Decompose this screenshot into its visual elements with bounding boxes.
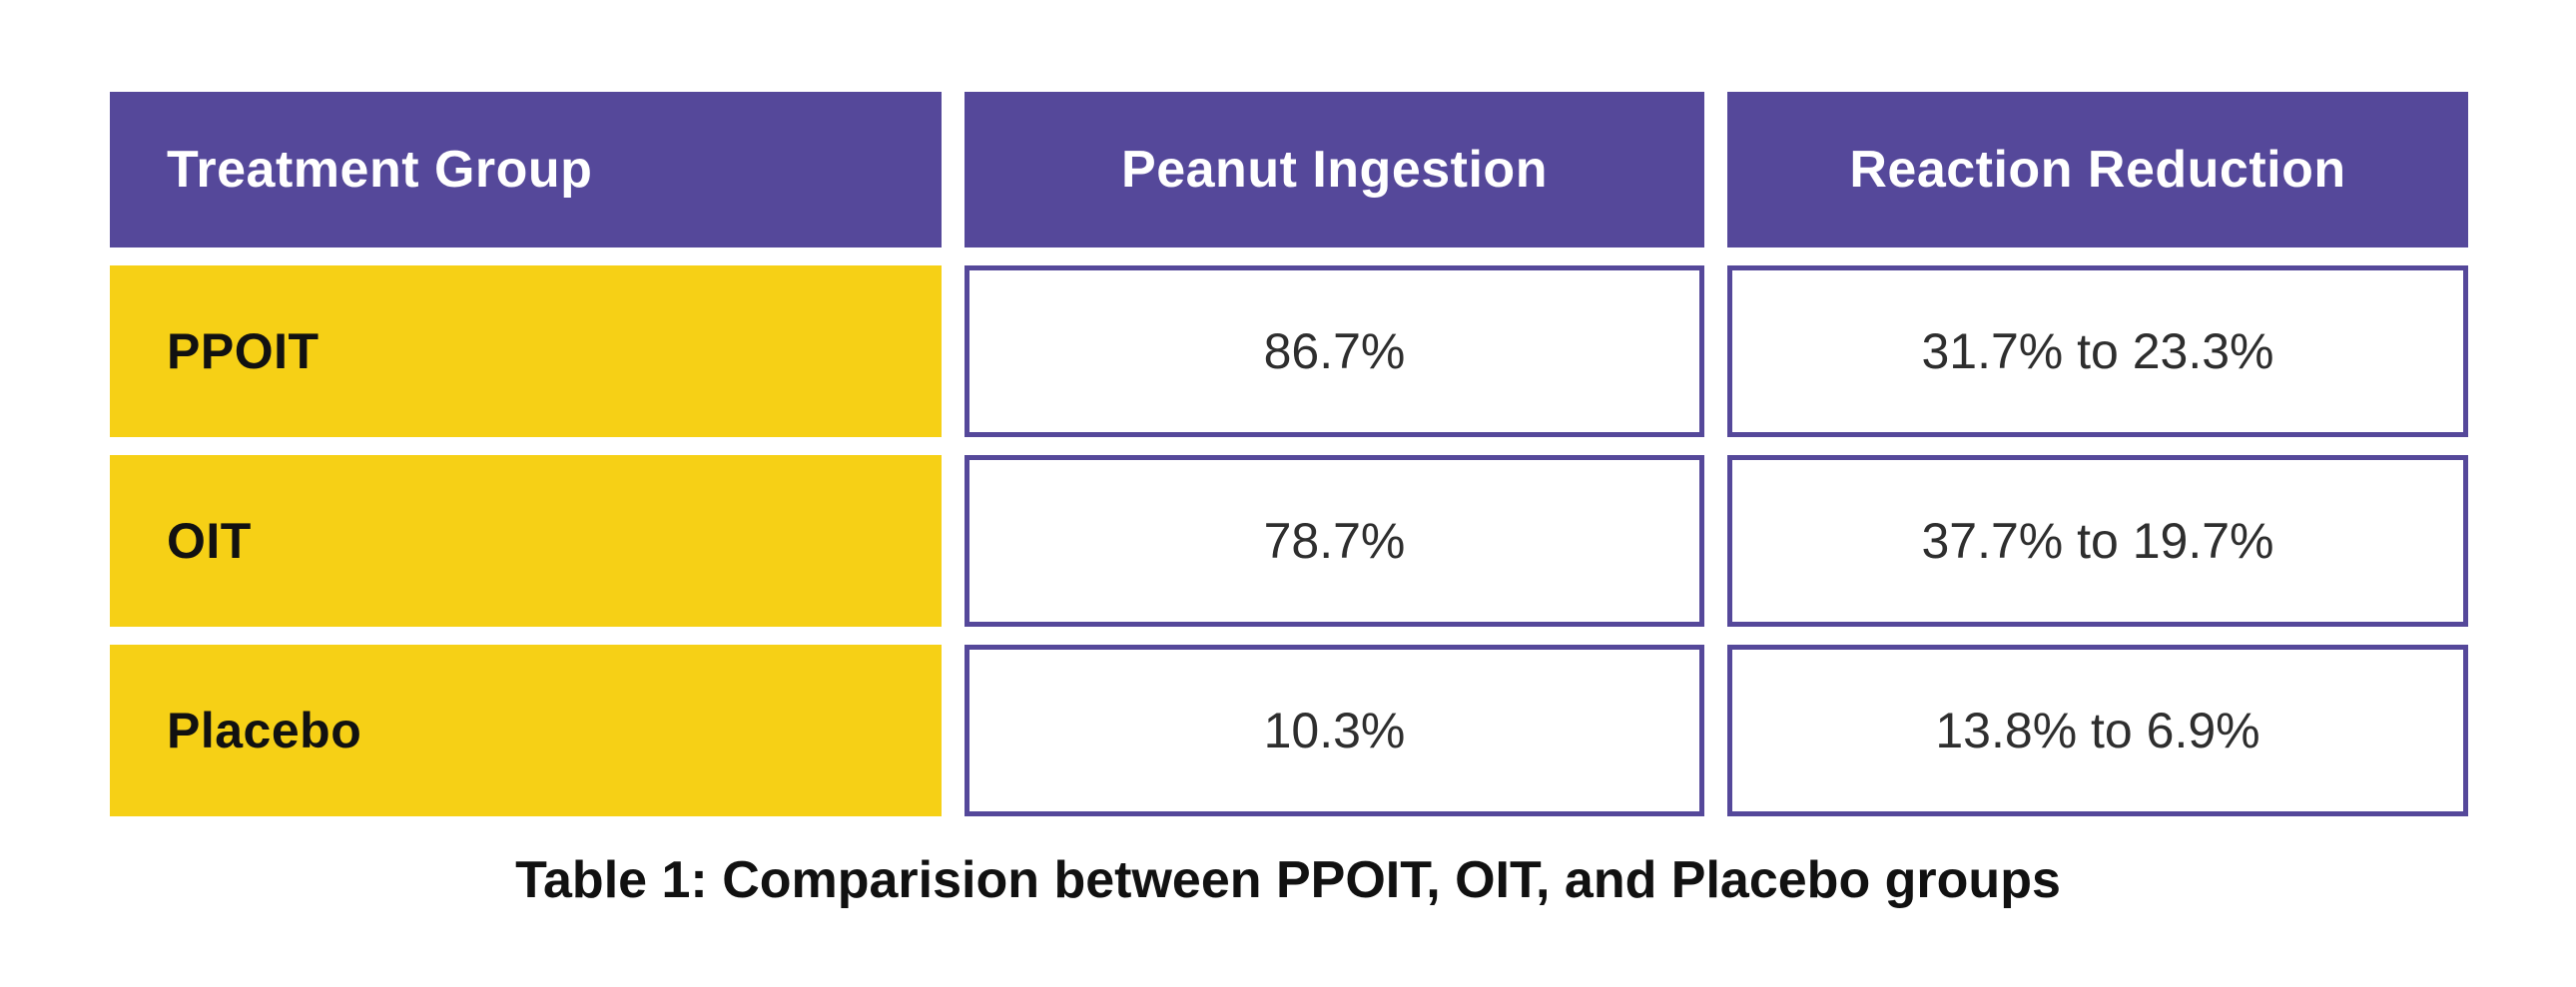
cell-oit-reaction-reduction: 37.7% to 19.7% [1727, 455, 2468, 627]
cell-value: 13.8% to 6.9% [1935, 703, 2260, 758]
cell-value: 31.7% to 23.3% [1921, 323, 2274, 379]
column-header-label: Reaction Reduction [1849, 141, 2346, 199]
row-label-text: Placebo [167, 703, 362, 758]
column-header-peanut-ingestion: Peanut Ingestion [965, 92, 1704, 247]
cell-value: 37.7% to 19.7% [1921, 513, 2274, 569]
cell-value: 86.7% [1263, 323, 1406, 379]
table-caption: Table 1: Comparision between PPOIT, OIT,… [515, 851, 2061, 909]
column-header-label: Treatment Group [167, 141, 593, 199]
row-label-ppoit: PPOIT [110, 265, 942, 437]
cell-ppoit-reaction-reduction: 31.7% to 23.3% [1727, 265, 2468, 437]
cell-value: 78.7% [1263, 513, 1406, 569]
column-header-label: Peanut Ingestion [1121, 141, 1548, 199]
column-header-reaction-reduction: Reaction Reduction [1727, 92, 2468, 247]
row-label-text: OIT [167, 513, 252, 569]
cell-placebo-reaction-reduction: 13.8% to 6.9% [1727, 645, 2468, 816]
cell-value: 10.3% [1263, 703, 1406, 758]
column-header-treatment-group: Treatment Group [110, 92, 942, 247]
comparison-table: Treatment Group Peanut Ingestion Reactio… [110, 92, 2468, 816]
cell-oit-peanut-ingestion: 78.7% [965, 455, 1704, 627]
row-label-oit: OIT [110, 455, 942, 627]
row-label-text: PPOIT [167, 323, 320, 379]
row-label-placebo: Placebo [110, 645, 942, 816]
cell-ppoit-peanut-ingestion: 86.7% [965, 265, 1704, 437]
cell-placebo-peanut-ingestion: 10.3% [965, 645, 1704, 816]
